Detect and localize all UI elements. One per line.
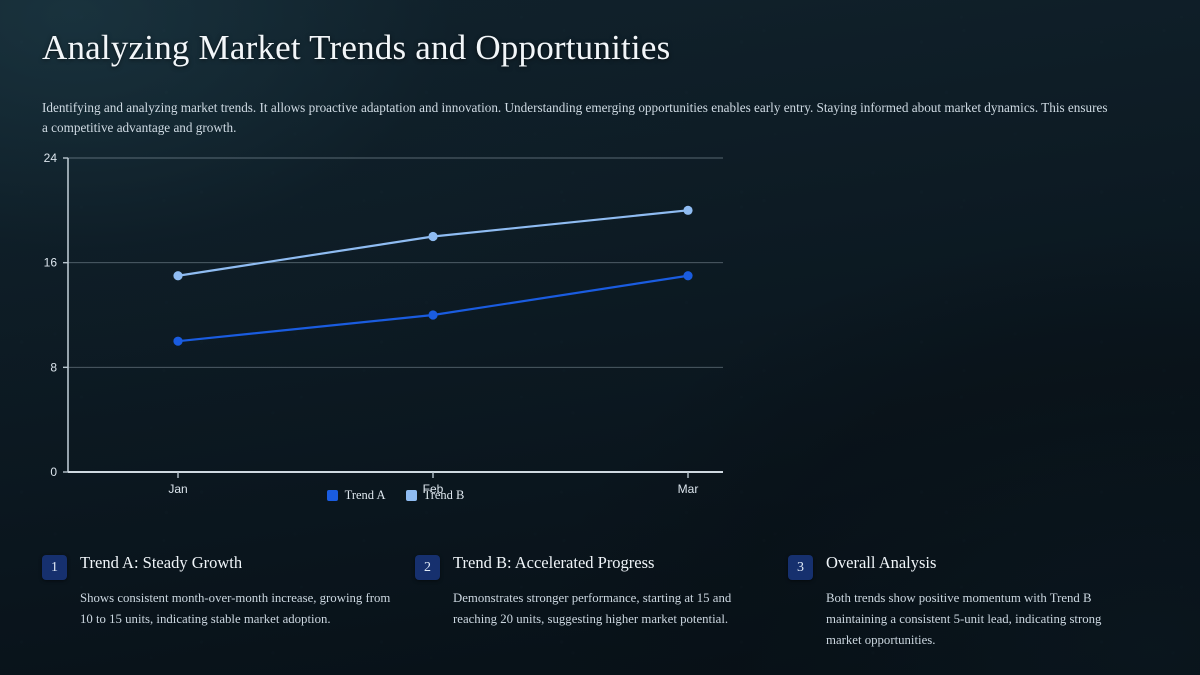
- page-title: Analyzing Market Trends and Opportunitie…: [42, 28, 671, 67]
- chart-series-layer: [173, 205, 693, 346]
- page-subtitle: Identifying and analyzing market trends.…: [42, 100, 1108, 136]
- data-point[interactable]: [683, 271, 693, 281]
- x-tick-label: Mar: [678, 482, 699, 496]
- chart-gridlines: [68, 157, 723, 368]
- data-point[interactable]: [428, 231, 438, 242]
- insight-card-number-badge: 2: [415, 555, 440, 580]
- legend-item[interactable]: Trend A: [326, 488, 386, 503]
- legend-label: Trend A: [344, 488, 386, 502]
- insight-card-header: 3 Overall Analysis: [788, 552, 1139, 580]
- insight-cards: 1 Trend A: Steady Growth Shows consistent …: [42, 552, 1162, 651]
- series-line: [176, 209, 690, 277]
- insight-card-body: Both trends show positive momentum with …: [826, 591, 1102, 647]
- data-point[interactable]: [428, 310, 438, 320]
- data-point[interactable]: [173, 336, 183, 346]
- chart-legend: Trend A Trend B: [68, 488, 723, 503]
- legend-item[interactable]: Trend B: [405, 488, 465, 503]
- chart-svg: 0 8 16 24 Jan Feb Mar: [44, 151, 723, 496]
- legend-swatch-icon: [405, 490, 417, 501]
- x-tick-label: Feb: [423, 482, 444, 496]
- legend-swatch-icon: [326, 490, 338, 501]
- y-tick-label: 8: [50, 360, 57, 374]
- insight-card-number-badge: 3: [788, 555, 813, 580]
- chart-y-axis-labels: 0 8 16 24: [44, 151, 68, 479]
- insight-card: 2 Trend B: Accelerated Progress Demonstrat…: [415, 552, 788, 651]
- insight-card-body: Shows consistent month-over-month increa…: [80, 591, 391, 626]
- chart-x-axis-labels: Jan Feb Mar: [168, 472, 698, 496]
- insight-card-body: Demonstrates stronger performance, start…: [453, 591, 732, 626]
- y-tick-label: 0: [50, 465, 57, 479]
- legend-label: Trend B: [423, 488, 465, 502]
- insight-card: 3 Overall Analysis Both trends show positi…: [788, 552, 1161, 651]
- insight-card-header: 2 Trend B: Accelerated Progress: [415, 552, 766, 580]
- insight-card-title: Trend B: Accelerated Progress: [453, 553, 655, 572]
- insight-card-title: Trend A: Steady Growth: [80, 553, 243, 572]
- line-chart: 0 8 16 24 Jan Feb Mar: [0, 140, 760, 510]
- y-tick-label: 16: [44, 256, 58, 270]
- data-point[interactable]: [173, 271, 183, 281]
- y-tick-label: 24: [44, 151, 58, 165]
- chart-axes: [67, 158, 723, 473]
- series-line: [176, 274, 690, 343]
- insight-card: 1 Trend A: Steady Growth Shows consistent …: [42, 552, 415, 651]
- insight-card-number-badge: 1: [42, 555, 67, 580]
- insight-card-title: Overall Analysis: [826, 553, 937, 572]
- x-tick-label: Jan: [168, 482, 187, 496]
- insight-card-header: 1 Trend A: Steady Growth: [42, 552, 393, 580]
- data-point[interactable]: [683, 205, 693, 215]
